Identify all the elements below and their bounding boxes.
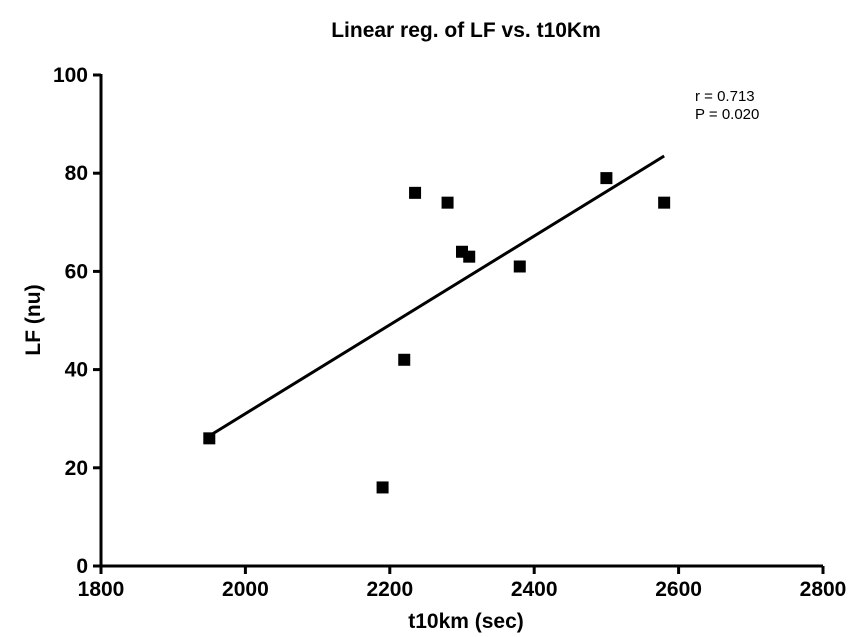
data-point [203, 432, 216, 445]
x-tick-label: 1800 [78, 578, 125, 601]
regression-line [208, 154, 665, 438]
y-tick-label: 60 [65, 260, 88, 283]
y-ticks: 0 20 40 60 80 100 [53, 64, 101, 578]
x-tick-label: 2000 [222, 578, 269, 601]
p-value-text: P = 0.020 [695, 106, 759, 123]
x-axis-label: t10km (sec) [408, 610, 524, 633]
data-point [376, 481, 389, 494]
y-tick-label: 0 [76, 555, 88, 578]
x-tick-label: 2800 [800, 578, 847, 601]
x-tick-label: 2400 [511, 578, 558, 601]
y-axis-label: LF (nu) [22, 284, 45, 355]
x-ticks: 1800 2000 2200 2400 2600 2800 [78, 566, 847, 601]
y-tick-label: 80 [65, 162, 88, 185]
y-tick-label: 20 [65, 457, 88, 480]
y-tick-label: 40 [65, 359, 88, 382]
x-tick-label: 2200 [366, 578, 413, 601]
data-point [600, 172, 613, 185]
data-point [441, 196, 454, 209]
x-tick-label: 2600 [655, 578, 702, 601]
chart-title: Linear reg. of LF vs. t10Km [331, 19, 601, 42]
data-point [513, 260, 526, 273]
data-points [203, 172, 671, 494]
data-point [658, 196, 671, 209]
data-point [409, 186, 422, 199]
data-point [463, 250, 476, 263]
r-value-text: r = 0.713 [695, 88, 755, 105]
y-tick-label: 100 [53, 64, 88, 87]
data-point [398, 353, 411, 366]
